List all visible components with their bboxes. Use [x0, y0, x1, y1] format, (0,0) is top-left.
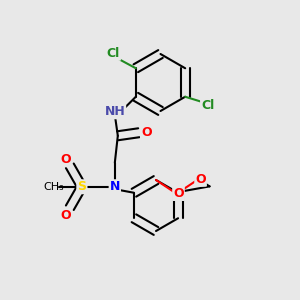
Text: Cl: Cl: [201, 99, 214, 112]
Text: O: O: [173, 187, 184, 200]
Text: O: O: [60, 209, 70, 222]
Text: CH₃: CH₃: [43, 182, 64, 192]
Text: O: O: [60, 153, 70, 166]
Text: S: S: [77, 180, 86, 193]
Text: NH: NH: [104, 105, 125, 118]
Text: Cl: Cl: [107, 47, 120, 60]
Text: N: N: [110, 180, 120, 193]
Text: O: O: [195, 173, 206, 186]
Text: O: O: [141, 126, 152, 139]
